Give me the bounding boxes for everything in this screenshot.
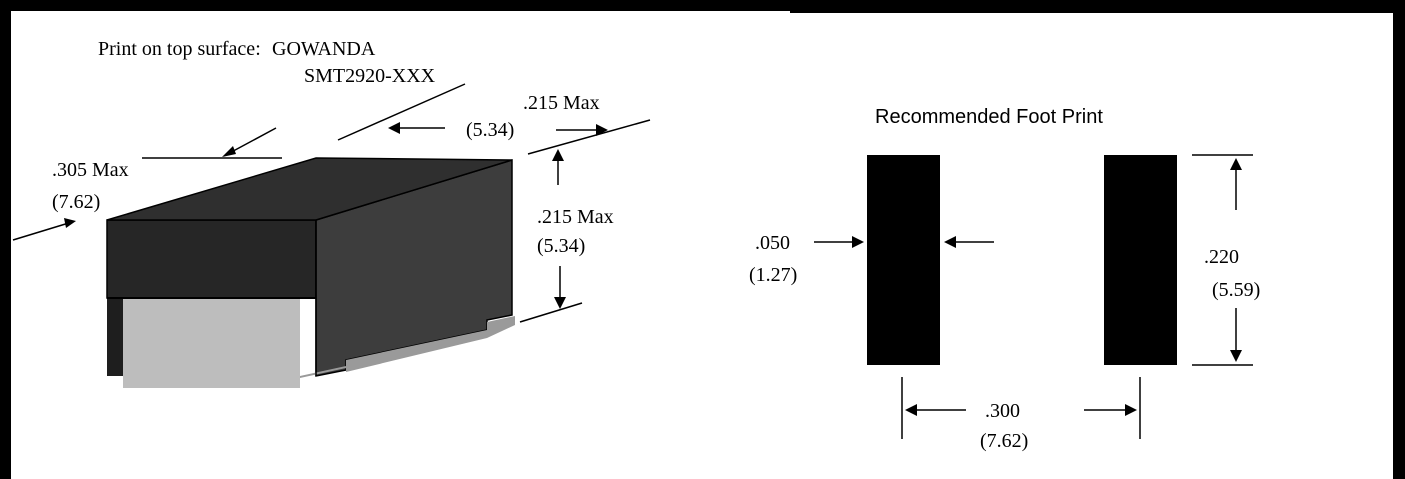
footprint: Recommended Foot Print: [814, 106, 1253, 439]
width-mm-label: (5.34): [466, 119, 514, 141]
component-top-face: [106, 157, 513, 221]
pad-width-mm-label: (1.27): [749, 264, 797, 286]
component-front-face: [106, 219, 317, 299]
part-dimension-lines: [12, 83, 651, 323]
spacing-mm-label: (7.62): [980, 430, 1028, 452]
spacing-inch-label: .300: [985, 400, 1020, 422]
footprint-title: Recommended Foot Print: [875, 106, 1103, 128]
footprint-dimension-labels: .050 (1.27) .220 (5.59) .300 (7.62): [749, 232, 1260, 452]
footprint-pad-right: [1104, 155, 1177, 365]
footprint-pad-left: [867, 155, 940, 365]
component-terminal: [107, 298, 300, 388]
print-note-line1: GOWANDA: [272, 38, 376, 60]
length-inch-label: .305 Max: [52, 159, 129, 181]
print-note: Print on top surface: GOWANDA SMT2920-XX…: [98, 38, 436, 87]
pad-width-inch-label: .050: [755, 232, 790, 254]
width-inch-label: .215 Max: [523, 92, 600, 114]
print-note-line2: SMT2920-XXX: [304, 65, 436, 87]
pad-length-inch-label: .220: [1204, 246, 1239, 268]
part-dimension-labels: .305 Max (7.62) .215 Max (5.34) .215 Max…: [52, 92, 614, 257]
height-mm-label: (5.34): [537, 235, 585, 257]
height-inch-label: .215 Max: [537, 206, 614, 228]
pad-length-mm-label: (5.59): [1212, 279, 1260, 301]
length-mm-label: (7.62): [52, 191, 100, 213]
print-note-label: Print on top surface:: [98, 38, 261, 60]
smt-component: [106, 157, 515, 388]
